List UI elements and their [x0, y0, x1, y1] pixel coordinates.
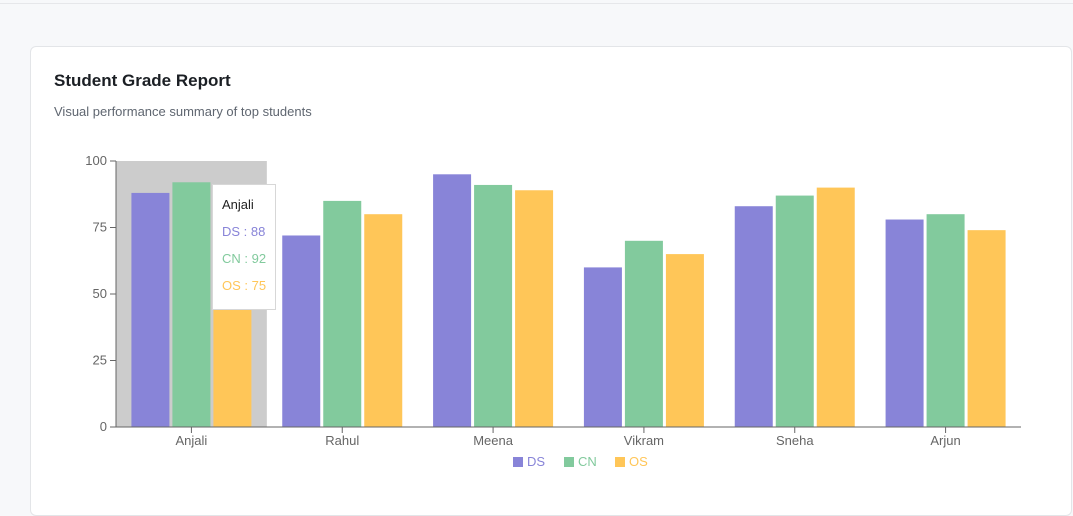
legend-label-cn[interactable]: CN — [578, 454, 597, 469]
legend-label-ds[interactable]: DS — [527, 454, 545, 469]
chart-card: Student Grade Report Visual performance … — [30, 46, 1072, 516]
bar-ds-anjali[interactable] — [131, 192, 170, 427]
bar-os-rahul[interactable] — [364, 214, 403, 427]
bar-cn-sneha[interactable] — [775, 195, 814, 427]
bar-ds-meena[interactable] — [433, 174, 472, 427]
y-tick-label: 75 — [93, 220, 107, 235]
tooltip-category: Anjali — [222, 197, 254, 212]
x-tick-label: Vikram — [624, 433, 664, 448]
legend-swatch-cn — [564, 457, 574, 467]
x-tick-label: Rahul — [325, 433, 359, 448]
bar-os-meena[interactable] — [515, 190, 554, 427]
bar-cn-meena[interactable] — [474, 184, 513, 427]
bar-os-sneha[interactable] — [816, 187, 855, 427]
tooltip-ds-value: DS : 88 — [222, 224, 266, 239]
bar-cn-rahul[interactable] — [323, 200, 362, 427]
x-tick-label: Sneha — [776, 433, 814, 448]
legend-swatch-os — [615, 457, 625, 467]
bar-cn-arjun[interactable] — [926, 214, 965, 427]
bar-ds-arjun[interactable] — [885, 219, 924, 427]
x-tick-label: Arjun — [930, 433, 960, 448]
x-tick-label: Anjali — [176, 433, 208, 448]
top-divider — [0, 0, 1073, 4]
y-tick-label: 25 — [93, 353, 107, 368]
y-tick-label: 50 — [93, 286, 107, 301]
y-tick-label: 0 — [100, 419, 107, 434]
bar-cn-vikram[interactable] — [624, 240, 663, 427]
page-subtitle: Visual performance summary of top studen… — [54, 104, 312, 119]
legend: DS CN OS — [513, 454, 648, 469]
bar-os-vikram[interactable] — [665, 254, 704, 427]
bar-ds-sneha[interactable] — [734, 206, 773, 427]
tooltip-os-value: OS : 75 — [222, 278, 267, 293]
bar-ds-vikram[interactable] — [583, 267, 622, 427]
x-tick-label: Meena — [473, 433, 514, 448]
axes-layer: 0 25 50 75 100 Anjali Rahul Meena Vikram Sneha Arj… — [85, 153, 1021, 448]
chart-tooltip: Anjali DS : 88 CN : 92 OS : 75 — [212, 184, 276, 310]
bar-cn-anjali[interactable] — [172, 182, 211, 427]
bar-ds-rahul[interactable] — [282, 235, 321, 427]
legend-swatch-ds — [513, 457, 523, 467]
legend-label-os[interactable]: OS — [629, 454, 648, 469]
y-tick-label: 100 — [85, 153, 107, 168]
bar-os-arjun[interactable] — [967, 230, 1006, 427]
page-title: Student Grade Report — [54, 71, 231, 90]
bar-chart: 0 25 50 75 100 Anjali Rahul Meena Vikram Sneha Arj… — [85, 153, 1021, 469]
tooltip-cn-value: CN : 92 — [222, 251, 267, 266]
